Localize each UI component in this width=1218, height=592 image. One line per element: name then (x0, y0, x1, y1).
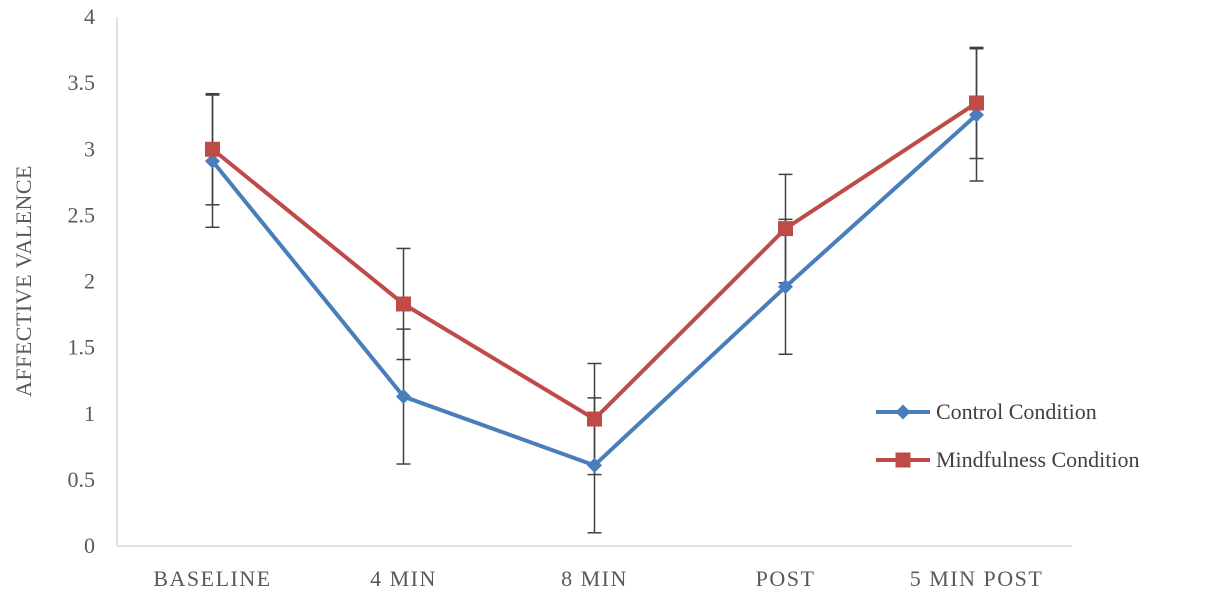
y-tick-labels: 0 0.5 1 1.5 2 2.5 3 3.5 4 (68, 4, 96, 558)
legend-item[interactable]: Mindfulness Condition (876, 447, 1140, 472)
legend-item[interactable]: Control Condition (876, 399, 1097, 424)
square-marker[interactable] (205, 141, 220, 157)
diamond-marker[interactable] (778, 279, 793, 295)
y-tick-label: 1.5 (68, 335, 96, 360)
legend-label: Mindfulness Condition (936, 447, 1140, 472)
y-tick-label: 0.5 (68, 467, 96, 492)
x-category-label: 4 MIN (370, 566, 437, 591)
x-category-label: 8 MIN (561, 566, 628, 591)
x-category-label: BASELINE (153, 566, 271, 591)
legend-diamond-marker[interactable] (895, 404, 911, 420)
square-marker[interactable] (778, 221, 793, 237)
diamond-marker[interactable] (969, 107, 984, 123)
square-marker[interactable] (396, 296, 411, 312)
legend-label: Control Condition (936, 399, 1097, 424)
y-tick-label: 3.5 (68, 70, 96, 95)
y-tick-label: 3 (84, 136, 95, 161)
diamond-marker[interactable] (205, 153, 220, 169)
series-control (205, 107, 984, 473)
y-tick-label: 4 (84, 4, 95, 29)
y-tick-label: 2 (84, 269, 95, 294)
diamond-marker[interactable] (396, 389, 411, 405)
legend-square-marker[interactable] (895, 452, 911, 468)
y-tick-label: 2.5 (68, 202, 96, 227)
square-marker[interactable] (969, 95, 984, 111)
y-axis-title: AFFECTIVE VALENCE (11, 165, 36, 397)
series-mindfulness (205, 95, 984, 427)
x-tick-labels: BASELINE 4 MIN 8 MIN POST 5 MIN POST (153, 566, 1044, 591)
y-tick-label: 0 (84, 533, 95, 558)
square-marker[interactable] (587, 411, 602, 427)
axes (116, 17, 1072, 547)
legend[interactable]: Control Condition Mindfulness Condition (876, 399, 1140, 472)
diamond-marker[interactable] (587, 457, 602, 473)
series-lines (205, 95, 984, 473)
y-tick-label: 1 (84, 401, 95, 426)
x-category-label: POST (756, 566, 816, 591)
x-category-label: 5 MIN POST (910, 566, 1044, 591)
